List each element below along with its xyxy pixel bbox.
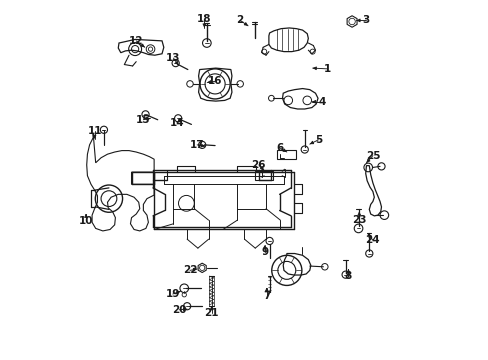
Text: 10: 10 — [79, 216, 93, 226]
Text: 5: 5 — [314, 135, 321, 145]
Text: 6: 6 — [275, 143, 283, 153]
Text: 15: 15 — [136, 115, 150, 125]
Text: 2: 2 — [236, 15, 244, 26]
Bar — [277, 150, 296, 159]
Text: 26: 26 — [251, 160, 265, 170]
Text: 23: 23 — [351, 215, 366, 225]
Text: 4: 4 — [318, 97, 325, 107]
Bar — [255, 171, 273, 180]
Text: 17: 17 — [189, 140, 204, 150]
Text: 18: 18 — [197, 14, 211, 24]
Text: 3: 3 — [362, 15, 369, 26]
Text: 20: 20 — [172, 305, 186, 315]
Text: 21: 21 — [204, 309, 218, 318]
Text: 9: 9 — [261, 247, 267, 257]
Text: 13: 13 — [166, 53, 181, 63]
Text: 22: 22 — [183, 265, 197, 275]
Text: 1: 1 — [323, 64, 330, 74]
Text: 7: 7 — [263, 291, 270, 301]
Text: 11: 11 — [87, 126, 102, 135]
Text: 24: 24 — [365, 235, 379, 245]
Text: 19: 19 — [165, 289, 180, 299]
Text: 12: 12 — [129, 36, 143, 46]
Text: 8: 8 — [344, 271, 351, 281]
Text: 25: 25 — [365, 150, 379, 161]
Text: 16: 16 — [207, 76, 222, 86]
Text: 14: 14 — [169, 118, 184, 128]
